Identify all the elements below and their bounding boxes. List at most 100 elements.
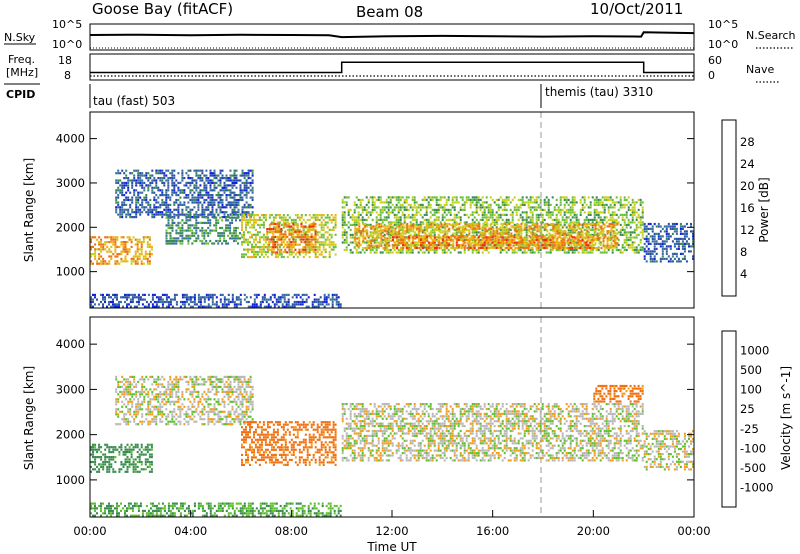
- data-cell: [201, 194, 204, 197]
- data-cell: [92, 245, 94, 248]
- data-cell: [124, 241, 127, 244]
- data-cell: [473, 248, 476, 252]
- data-cell: [272, 218, 275, 222]
- data-cell: [90, 241, 92, 244]
- data-cell: [211, 208, 214, 211]
- data-cell: [374, 244, 377, 247]
- data-cell: [332, 216, 335, 219]
- data-cell: [580, 244, 583, 247]
- data-cell: [365, 248, 368, 252]
- data-cell: [249, 255, 251, 259]
- noise-traces: [89, 31, 695, 49]
- data-cell: [387, 233, 390, 236]
- data-cell: [330, 243, 333, 246]
- data-cell: [159, 172, 162, 175]
- data-cell: [318, 231, 321, 234]
- data-cell: [282, 238, 285, 241]
- data-cell: [457, 201, 460, 204]
- data-cell: [499, 206, 502, 209]
- data-cell: [177, 203, 180, 206]
- data-cell: [231, 234, 234, 237]
- data-cell: [330, 236, 333, 239]
- data-cell: [157, 172, 160, 175]
- data-cell: [161, 177, 164, 180]
- data-cell: [470, 227, 473, 230]
- data-cell: [532, 227, 535, 230]
- data-cell: [173, 181, 176, 184]
- data-cell: [528, 225, 531, 228]
- data-cell: [443, 203, 446, 206]
- data-cell: [286, 235, 289, 238]
- data-cell: [243, 174, 246, 177]
- data-cell: [418, 227, 421, 230]
- data-cell: [404, 230, 407, 233]
- data-cell: [384, 237, 387, 240]
- data-cell: [225, 206, 228, 209]
- data-cell: [133, 293, 136, 296]
- data-cell: [593, 243, 596, 247]
- data-cell: [429, 248, 432, 252]
- data-cell: [389, 233, 392, 236]
- data-cell: [563, 213, 566, 216]
- data-cell: [483, 206, 486, 209]
- data-cell: [203, 298, 206, 301]
- data-cell: [474, 227, 477, 230]
- data-cell: [286, 251, 289, 254]
- data-cell: [135, 181, 138, 184]
- data-cell: [171, 216, 174, 219]
- data-cell: [633, 231, 636, 234]
- data-cell: [418, 235, 421, 238]
- data-cell: [556, 227, 559, 230]
- data-cell: [531, 196, 534, 199]
- data-cell: [418, 232, 421, 235]
- data-cell: [574, 230, 577, 233]
- data-cell: [491, 221, 494, 224]
- data-cell: [397, 196, 400, 199]
- data-cell: [527, 221, 530, 224]
- data-cell: [205, 229, 208, 232]
- data-cell: [379, 216, 382, 219]
- data-cell: [619, 203, 622, 206]
- data-cell: [217, 191, 220, 194]
- data-cell: [476, 222, 479, 226]
- data-cell: [332, 241, 335, 244]
- data-cell: [197, 186, 200, 189]
- data-cell: [589, 218, 592, 221]
- data-cell: [285, 293, 288, 296]
- data-cell: [596, 235, 599, 238]
- data-cell: [128, 250, 131, 253]
- data-cell: [537, 196, 540, 199]
- data-cell: [381, 251, 384, 254]
- data-cell: [454, 235, 457, 238]
- data-cell: [569, 223, 572, 226]
- data-cell: [440, 222, 443, 226]
- data-cell: [316, 246, 319, 249]
- data-cell: [593, 231, 596, 234]
- data-cell: [169, 198, 172, 202]
- data-cell: [462, 239, 465, 242]
- data-cell: [302, 228, 305, 231]
- data-cell: [147, 303, 150, 306]
- data-cell: [391, 203, 394, 206]
- data-cell: [578, 232, 581, 235]
- data-cell: [138, 248, 141, 251]
- data-cell: [134, 238, 137, 241]
- data-cell: [328, 255, 331, 259]
- data-cell: [610, 244, 613, 247]
- data-cell: [90, 303, 92, 306]
- data-cell: [523, 248, 526, 252]
- data-cell: [284, 216, 287, 219]
- data-cell: [306, 246, 309, 249]
- data-cell: [131, 293, 134, 296]
- data-cell: [625, 233, 628, 236]
- data-cell: [143, 293, 146, 296]
- data-cell: [136, 243, 139, 246]
- data-cell: [395, 206, 398, 209]
- data-cell: [308, 230, 311, 233]
- data-cell: [110, 241, 113, 244]
- data-cell: [451, 203, 454, 206]
- data-cell: [563, 203, 566, 206]
- data-cell: [401, 211, 404, 214]
- data-cell: [463, 231, 466, 234]
- data-cell: [565, 208, 568, 211]
